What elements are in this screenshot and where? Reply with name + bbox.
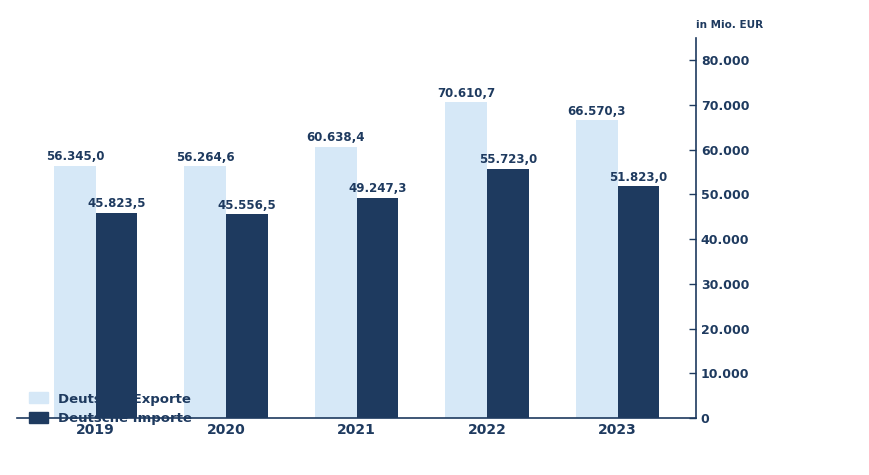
Text: 45.556,5: 45.556,5 [217,199,276,212]
Bar [356,198,398,418]
Text: 49.247,3: 49.247,3 [348,182,407,195]
Text: 56.345,0: 56.345,0 [45,151,104,163]
Text: 55.723,0: 55.723,0 [479,153,536,166]
Legend: Deutsche Exporte, Deutsche Importe: Deutsche Exporte, Deutsche Importe [24,387,197,430]
Text: 45.823,5: 45.823,5 [87,198,146,210]
Bar [226,214,268,418]
Bar [315,147,356,418]
Bar [184,166,226,418]
Bar [575,120,617,418]
Bar [617,186,659,418]
Text: 56.264,6: 56.264,6 [176,151,235,164]
Bar [54,166,96,418]
Bar [487,169,528,418]
Text: 51.823,0: 51.823,0 [609,171,667,184]
Text: 70.610,7: 70.610,7 [437,86,494,100]
Bar [96,213,137,418]
Text: 66.570,3: 66.570,3 [567,104,626,118]
Text: in Mio. EUR: in Mio. EUR [695,20,762,30]
Bar [445,102,487,418]
Text: 60.638,4: 60.638,4 [306,131,365,144]
